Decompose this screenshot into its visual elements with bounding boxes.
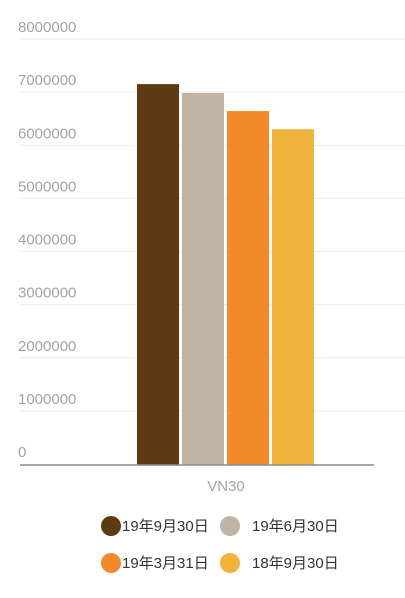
legend-label: 19年6月30日 [252, 518, 339, 535]
y-tick-label: 5000000 [18, 178, 76, 195]
legend-label: 19年9月30日 [122, 518, 209, 535]
legend-swatch [101, 553, 121, 573]
y-tick-label: 0 [18, 444, 26, 461]
legend: 19年9月30日 19年6月30日 19年3月31日 18年9月30日 [101, 516, 339, 573]
y-tick-label: 6000000 [18, 125, 76, 142]
y-tick-label: 2000000 [18, 338, 76, 355]
legend-swatch [220, 516, 240, 536]
bar-series-3 [272, 129, 314, 465]
y-tick-label: 7000000 [18, 72, 76, 89]
x-category-label: VN30 [207, 478, 245, 495]
bar-series-0 [137, 84, 179, 465]
y-tick-label: 3000000 [18, 285, 76, 302]
legend-label: 18年9月30日 [252, 555, 339, 572]
bar-series-2 [227, 111, 269, 465]
legend-swatch [101, 516, 121, 536]
y-tick-label: 8000000 [18, 19, 76, 36]
bars [137, 84, 314, 465]
legend-swatch [220, 553, 240, 573]
y-axis-ticks: 0 1000000 2000000 3000000 4000000 5000000 6000… [18, 19, 76, 461]
legend-label: 19年3月31日 [122, 555, 209, 572]
y-tick-label: 1000000 [18, 391, 76, 408]
bar-series-1 [182, 92, 224, 465]
y-tick-label: 4000000 [18, 232, 76, 249]
